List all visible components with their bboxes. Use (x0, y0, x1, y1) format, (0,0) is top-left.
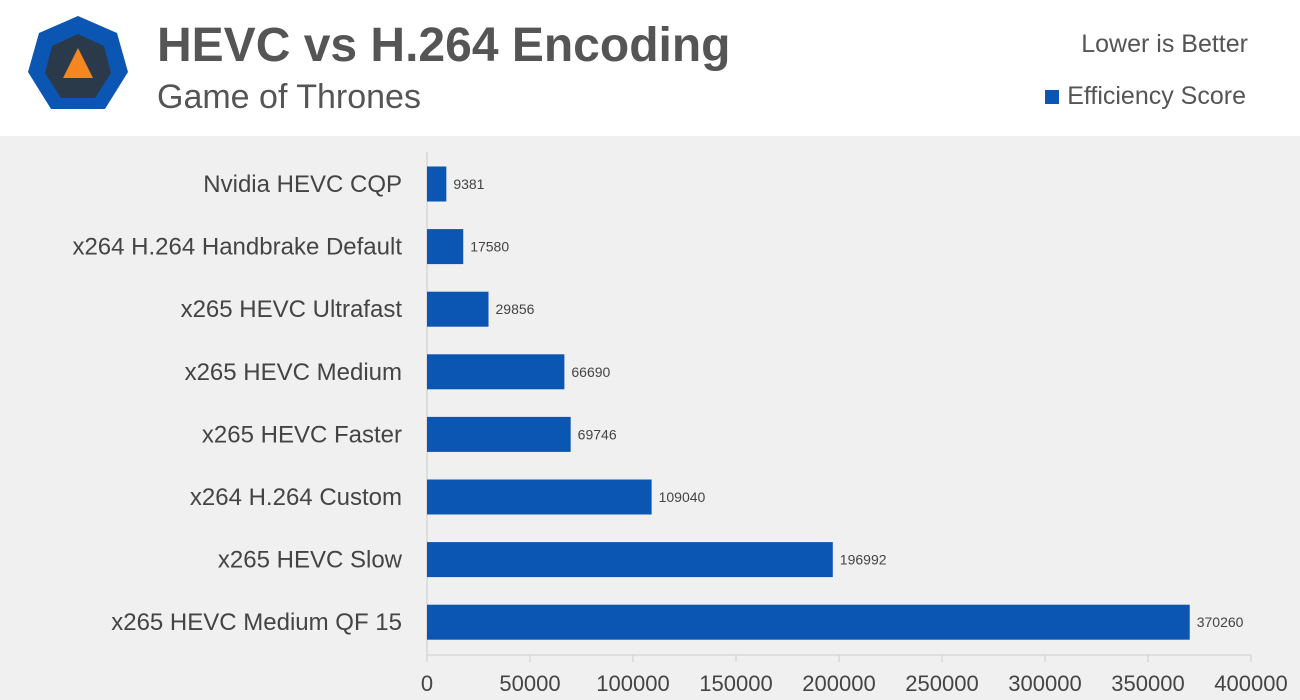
value-label: 9381 (453, 176, 484, 192)
category-label: x265 HEVC Slow (218, 547, 403, 574)
chart-subtitle: Game of Thrones (157, 78, 421, 116)
x-tick-label: 400000 (1214, 671, 1287, 696)
value-label: 109040 (659, 489, 706, 505)
value-label: 17580 (470, 239, 509, 255)
category-label: Nvidia HEVC CQP (203, 171, 402, 198)
techspot-logo-icon (28, 16, 128, 109)
value-label: 29856 (496, 301, 535, 317)
legend-swatch (1045, 89, 1060, 104)
chart-title: HEVC vs H.264 Encoding (157, 19, 731, 72)
bar (427, 542, 833, 578)
value-label: 69746 (578, 426, 617, 442)
bar (427, 416, 571, 452)
bar (427, 229, 464, 265)
x-tick-label: 200000 (802, 671, 875, 696)
bar (427, 354, 565, 390)
x-tick-label: 300000 (1008, 671, 1081, 696)
chart-header: HEVC vs H.264 Encoding Game of Thrones L… (0, 0, 1300, 136)
bar (427, 291, 489, 327)
x-tick-label: 0 (421, 671, 433, 696)
bar (427, 166, 447, 202)
x-tick-label: 250000 (905, 671, 978, 696)
category-label: x265 HEVC Ultrafast (181, 296, 403, 323)
x-tick-label: 50000 (499, 671, 560, 696)
chart-legend: Efficiency Score (1045, 82, 1246, 111)
x-tick-label: 100000 (596, 671, 669, 696)
value-label: 196992 (840, 552, 887, 568)
x-tick-label: 350000 (1111, 671, 1184, 696)
bar (427, 604, 1190, 640)
category-label: x264 H.264 Handbrake Default (72, 234, 402, 261)
value-label: 66690 (571, 364, 610, 380)
category-label: x265 HEVC Medium (185, 359, 402, 386)
bar (427, 479, 652, 515)
category-label: x265 HEVC Medium QF 15 (111, 609, 402, 636)
lower-is-better-note: Lower is Better (1081, 30, 1248, 58)
category-label: x264 H.264 Custom (190, 484, 402, 511)
value-label: 370260 (1197, 614, 1244, 630)
legend-label: Efficiency Score (1067, 82, 1246, 110)
x-tick-label: 150000 (699, 671, 772, 696)
category-label: x265 HEVC Faster (202, 421, 402, 448)
